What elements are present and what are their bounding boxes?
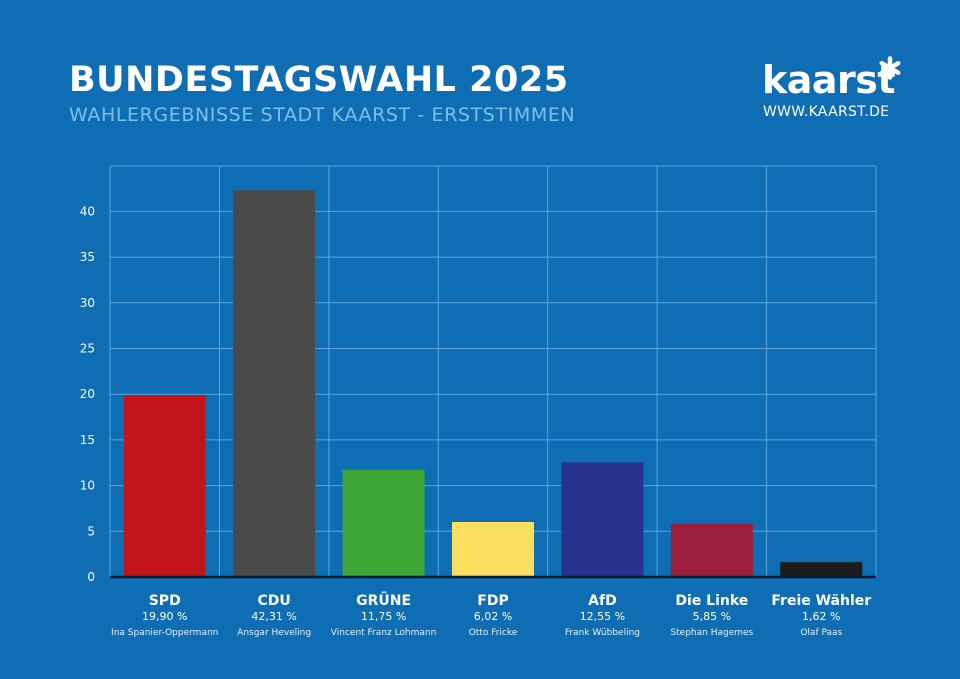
data-label: 5,85 %: [693, 610, 731, 623]
candidate-label: Stephan Hagemes: [670, 628, 753, 638]
candidate-label: Vincent Franz Lohmann: [331, 628, 437, 638]
asterisk-icon: [879, 56, 901, 80]
y-tick-label: 5: [87, 524, 95, 538]
bar-grüne: [342, 469, 425, 577]
y-tick-label: 40: [80, 204, 95, 218]
y-axis-ticks: 0 5 10 15 20 25 30 35 40: [80, 204, 95, 584]
data-label: 12,55 %: [580, 610, 625, 623]
x-tick-label: Freie Wähler: [771, 593, 871, 609]
bar-die-linke: [670, 523, 753, 577]
data-label: 42,31 %: [251, 610, 296, 623]
data-label: 1,62 %: [802, 610, 840, 623]
brand-logo: kaarst: [762, 58, 896, 102]
x-tick-label: FDP: [477, 593, 508, 609]
page-subtitle: WAHLERGEBNISSE STADT KAARST - ERSTSTIMME…: [69, 104, 576, 126]
website-url: WWW.KAARST.DE: [763, 104, 890, 120]
y-tick-label: 0: [87, 570, 95, 584]
candidate-label: Olaf Paas: [800, 628, 842, 638]
y-tick-label: 15: [80, 433, 95, 447]
y-tick-label: 10: [80, 479, 95, 493]
candidate-label: Ina Spanier-Oppermann: [111, 628, 218, 638]
data-label: 19,90 %: [142, 610, 187, 623]
y-tick-label: 35: [80, 250, 95, 264]
candidate-label: Ansgar Heveling: [237, 628, 311, 638]
bar-spd: [123, 395, 206, 577]
y-tick-label: 20: [80, 387, 95, 401]
candidate-label: Frank Wübbeling: [565, 628, 640, 638]
data-label: 11,75 %: [361, 610, 406, 623]
y-tick-label: 25: [80, 342, 95, 356]
x-tick-label: Die Linke: [675, 593, 748, 609]
x-tick-label: SPD: [149, 593, 181, 609]
data-label: 6,02 %: [474, 610, 512, 623]
x-tick-label: GRÜNE: [356, 591, 411, 609]
bar-fdp: [452, 521, 534, 577]
bar-cdu: [233, 190, 316, 577]
y-tick-label: 30: [80, 296, 95, 310]
bar-freie-wähler: [780, 562, 863, 577]
x-tick-label: CDU: [258, 593, 291, 609]
page-title: BUNDESTAGSWAHL 2025: [69, 60, 569, 100]
candidate-label: Otto Fricke: [469, 628, 518, 638]
chart-grid: [109, 165, 877, 577]
x-tick-label: AfD: [588, 593, 617, 609]
bar-afd: [561, 462, 644, 577]
chart-bars: [123, 190, 863, 577]
